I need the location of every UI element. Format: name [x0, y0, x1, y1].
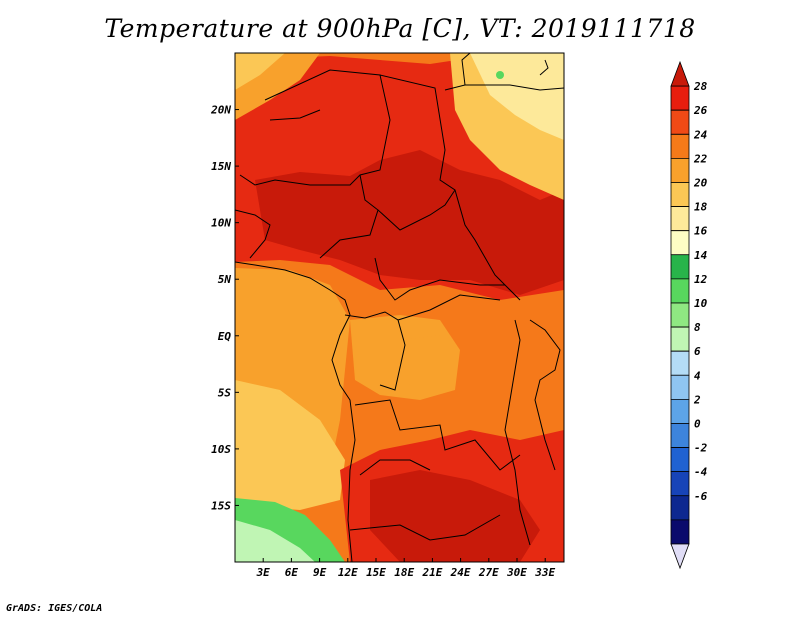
border-6 — [377, 189, 456, 231]
colorbar-level-label: 26 — [693, 104, 708, 117]
latitude-axis: 20N 15N 10N 5N EQ 5S 10S 15S — [210, 104, 239, 512]
field-kalahari-hot — [370, 470, 540, 562]
colorbar-level-label: 28 — [693, 80, 708, 93]
colorbar-swatch — [670, 398, 690, 424]
colorbar-swatch — [670, 182, 690, 207]
colorbar-swatch — [670, 109, 690, 135]
credit-label: GrADS: IGES/COLA — [6, 603, 103, 614]
border-5 — [319, 174, 379, 259]
border-3 — [444, 53, 471, 91]
colorbar-swatch — [670, 447, 690, 473]
colorbar-swatch — [670, 60, 690, 87]
border-13 — [504, 319, 531, 546]
border-12 — [349, 514, 501, 541]
temperature-field — [235, 53, 564, 562]
lon-tick-label: 6E — [285, 566, 299, 579]
colorbar-swatch — [670, 543, 690, 570]
colorbar-level-label: 0 — [694, 417, 701, 430]
chart-title: Temperature at 900hPa [C], VT: 201911171… — [104, 14, 696, 43]
lon-tick-label: 9E — [313, 566, 327, 579]
lon-tick-label: 15E — [366, 566, 386, 579]
border-14 — [529, 319, 561, 471]
colorbar-level-label: 18 — [694, 201, 708, 214]
map-frame — [234, 52, 565, 563]
colorbar-swatch — [670, 230, 690, 256]
lat-tick-label: EQ — [218, 330, 232, 343]
longitude-axis: 3E 6E 9E 12E 15E 18E 21E 24E 27E 30E 33E — [256, 558, 556, 579]
lon-tick-label: 18E — [394, 566, 414, 579]
colorbar-level-label: -4 — [694, 466, 708, 479]
border-10 — [354, 399, 521, 471]
border-17 — [539, 59, 549, 76]
field-northwest-cooler — [235, 53, 285, 90]
colorbar-level-label: 10 — [694, 297, 708, 310]
colorbar-level-label: 24 — [693, 128, 708, 141]
colorbar-level-label: 6 — [694, 345, 701, 358]
colorbar-level-label: 12 — [694, 273, 708, 286]
field-congo-inner — [400, 335, 455, 390]
colorbar-swatch — [670, 157, 690, 183]
lat-tick-label: 20N — [210, 104, 231, 117]
colorbar-swatch — [670, 374, 690, 400]
border-4 — [465, 84, 564, 91]
colorbar-swatch — [670, 254, 690, 280]
colorbar-level-label: 22 — [693, 152, 708, 165]
lat-tick-label: 15N — [211, 160, 231, 173]
colorbar-level-label: 20 — [693, 176, 708, 189]
border-11 — [359, 459, 431, 476]
colorbar-level-label: 14 — [694, 249, 708, 262]
border-15 — [235, 209, 271, 259]
lon-tick-label: 33E — [534, 566, 555, 579]
country-borders — [235, 53, 564, 562]
border-7 — [374, 257, 521, 301]
border-16 — [269, 109, 321, 121]
colorbar-level-label: -6 — [694, 490, 708, 503]
colorbar-level-label: 16 — [694, 225, 708, 238]
lon-tick-label: 3E — [256, 566, 271, 579]
field-sahel-hot — [255, 150, 564, 295]
colorbar-level-label: 2 — [693, 393, 701, 406]
colorbar-swatch — [670, 206, 690, 232]
field-southwest-pale — [235, 520, 315, 562]
colorbar-level-label: 4 — [694, 369, 701, 382]
lat-tick-label: 10S — [211, 443, 231, 456]
field-atlantic-cool — [235, 380, 345, 510]
colorbar-swatch — [670, 471, 690, 497]
colorbar-swatch — [670, 85, 690, 111]
lat-tick-label: 10N — [211, 217, 231, 230]
lon-tick-label: 27E — [478, 566, 499, 579]
lat-tick-label: 5S — [218, 386, 232, 399]
field-green-spot — [496, 71, 504, 79]
colorbar-level-label: -2 — [694, 442, 708, 455]
colorbar-swatch — [670, 278, 690, 304]
colorbar-swatch — [670, 302, 690, 328]
colorbar-swatch — [670, 423, 690, 448]
lat-tick-label: 15S — [211, 499, 231, 512]
coastline-west-africa — [235, 261, 356, 562]
lon-tick-label: 30E — [506, 566, 527, 579]
colorbar-swatch — [670, 519, 690, 545]
lon-tick-label: 24E — [450, 566, 471, 579]
colorbar-swatch — [670, 133, 690, 159]
colorbar-swatch — [670, 350, 690, 376]
lon-tick-label: 12E — [338, 566, 358, 579]
border-9 — [397, 294, 501, 321]
lat-tick-label: 5N — [218, 273, 232, 286]
colorbar-level-label: 8 — [694, 321, 701, 334]
colorbar-swatch — [670, 495, 690, 521]
colorbar-swatch — [670, 326, 690, 352]
lon-tick-label: 21E — [421, 566, 442, 579]
